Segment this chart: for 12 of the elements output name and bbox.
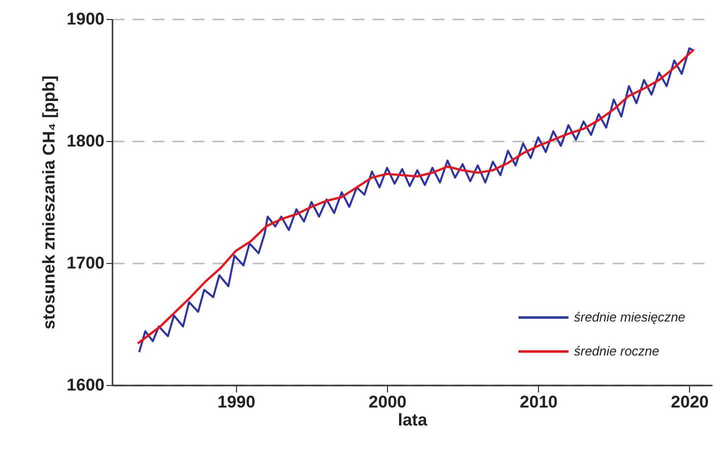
legend-label: średnie miesięczne	[574, 310, 686, 324]
x-tick-label: 1990	[218, 392, 256, 412]
x-axis-title: lata	[398, 410, 428, 430]
x-tick-label: 2010	[520, 392, 558, 412]
y-tick-label: 1900	[66, 10, 104, 28]
legend-label: średnie roczne	[574, 344, 660, 358]
y-tick-label: 1700	[66, 254, 104, 272]
x-tick-label: 2020	[670, 392, 709, 412]
y-tick-label: 1800	[66, 132, 104, 150]
x-tick-label: 2000	[368, 392, 406, 412]
y-axis-title: stosunek zmieszania CH₄ [ppb]	[40, 76, 59, 330]
y-tick-label: 1600	[66, 376, 104, 394]
